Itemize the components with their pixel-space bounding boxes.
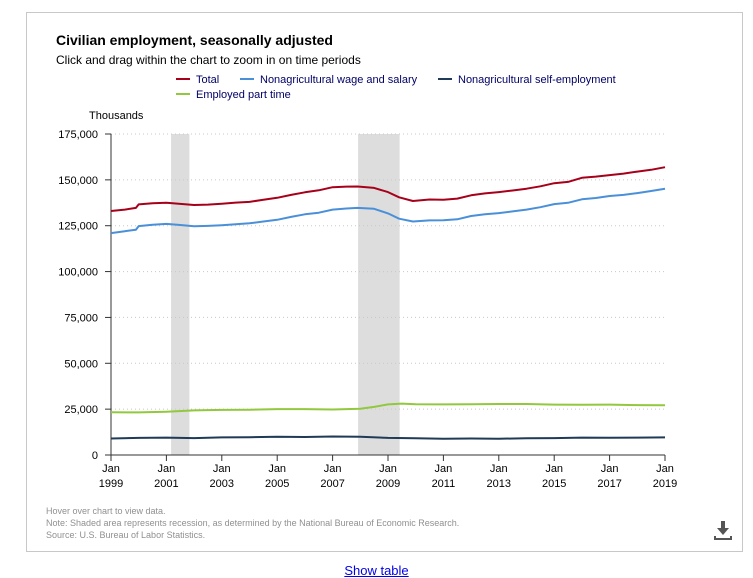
y-axis-units-label: Thousands (89, 110, 144, 122)
x-tick-label-month: Jan (379, 463, 397, 475)
y-tick-label: 175,000 (58, 129, 98, 141)
y-tick-label: 50,000 (64, 358, 98, 370)
x-tick-label-year: 2013 (487, 478, 511, 490)
recession-shading-layer (171, 134, 400, 455)
x-tick-label-year: 2009 (376, 478, 400, 490)
series-line-3[interactable] (110, 435, 666, 440)
x-tick-label-year: 2019 (653, 478, 677, 490)
series-layer (110, 166, 666, 440)
x-tick-label-month: Jan (435, 463, 453, 475)
axes-layer: 0 25,000 50,000 75,000 100,000 125,000 150,000… (58, 129, 677, 490)
x-tick-label-year: 2005 (265, 478, 289, 490)
x-tick-label-month: Jan (545, 463, 563, 475)
show-table-link[interactable]: Show table (344, 563, 409, 578)
series-line-2[interactable] (110, 187, 666, 235)
x-tick-label-year: 2017 (597, 478, 621, 490)
x-tick-label-year: 2015 (542, 478, 566, 490)
y-tick-label: 150,000 (58, 175, 98, 187)
y-tick-label: 100,000 (58, 267, 98, 279)
x-tick-label-month: Jan (268, 463, 286, 475)
x-tick-label-month: Jan (490, 463, 508, 475)
y-tick-label: 0 (92, 450, 98, 462)
legend-item-label[interactable]: Nonagricultural self-employment (458, 74, 616, 86)
chart-notes: Hover over chart to view data. Note: Sha… (46, 505, 459, 541)
hover-note: Hover over chart to view data. (46, 506, 166, 516)
recession-band-1 (171, 134, 190, 455)
x-tick-label-year: 2001 (154, 478, 178, 490)
recession-note: Note: Shaded area represents recession, … (46, 518, 460, 528)
x-tick-label-month: Jan (213, 463, 231, 475)
show-table-container: Show table (0, 563, 753, 578)
series-line-4[interactable] (110, 402, 666, 414)
series-line-1[interactable] (110, 166, 666, 212)
legend-item-label[interactable]: Total (196, 74, 219, 86)
legend: Total Nonagricultural wage and salary Nona… (176, 74, 616, 101)
download-icon[interactable] (712, 519, 734, 541)
x-tick-label-year: 2007 (320, 478, 344, 490)
y-tick-label: 75,000 (64, 312, 98, 324)
source-note: Source: U.S. Bureau of Labor Statistics. (46, 530, 206, 540)
y-tick-label: 125,000 (58, 221, 98, 233)
chart-subtitle: Click and drag within the chart to zoom … (56, 53, 361, 67)
x-tick-label-month: Jan (158, 463, 176, 475)
x-tick-label-month: Jan (656, 463, 674, 475)
x-tick-label-month: Jan (102, 463, 120, 475)
x-tick-label-year: 2011 (432, 478, 456, 490)
x-tick-label-year: 1999 (99, 478, 123, 490)
y-tick-label: 25,000 (64, 404, 98, 416)
x-tick-label-month: Jan (601, 463, 619, 475)
legend-item-label[interactable]: Employed part time (196, 89, 291, 101)
x-tick-label-year: 2003 (210, 478, 234, 490)
chart-title: Civilian employment, seasonally adjusted (56, 32, 333, 48)
x-tick-label-month: Jan (324, 463, 342, 475)
legend-item-label[interactable]: Nonagricultural wage and salary (260, 74, 418, 86)
